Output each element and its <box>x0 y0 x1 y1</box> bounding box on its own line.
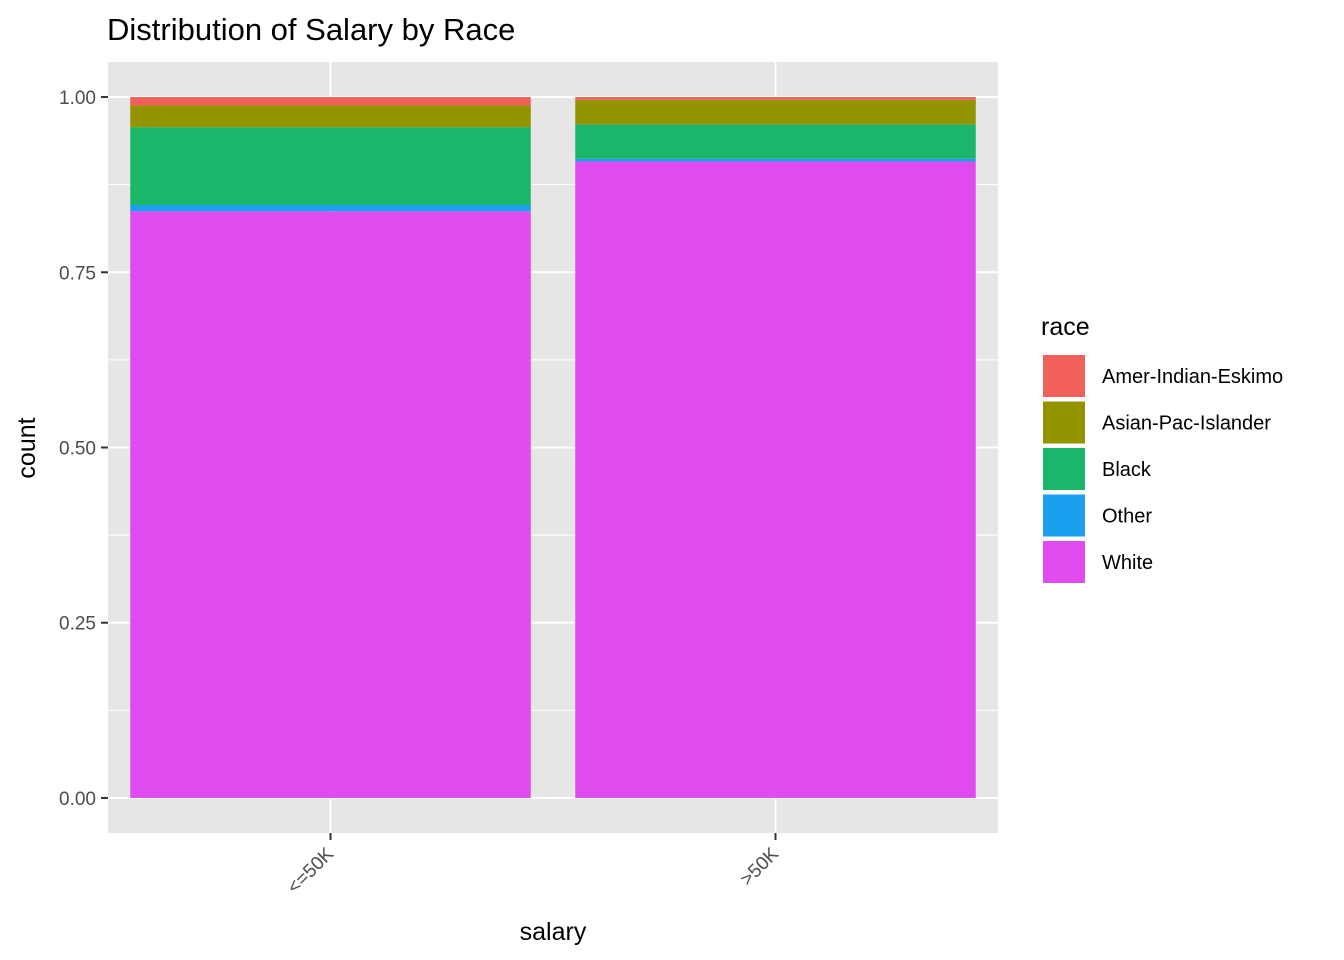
bar-segment-asian-pac-islander <box>575 99 976 125</box>
bar-segment-black <box>130 127 531 205</box>
chart-title: Distribution of Salary by Race <box>107 12 515 47</box>
y-tick-label: 0.50 <box>59 439 96 460</box>
bar-segment-amer-indian-eskimo <box>130 97 531 106</box>
legend-key-black <box>1041 446 1087 492</box>
legend-label-amer-indian-eskimo: Amer-Indian-Eskimo <box>1102 366 1283 388</box>
legend-key-amer-indian-eskimo <box>1041 353 1087 399</box>
y-tick-label: 1.00 <box>59 88 96 109</box>
y-tick-label: 0.25 <box>59 614 96 635</box>
y-axis: 0.00 0.25 0.50 0.75 1.00 <box>59 88 108 810</box>
legend-title: race <box>1041 313 1090 341</box>
legend-label-asian-pac-islander: Asian-Pac-Islander <box>1102 413 1271 435</box>
bar-segment-black <box>575 124 976 159</box>
x-tick-label: >50K <box>736 843 783 890</box>
y-tick-label: 0.00 <box>59 789 96 810</box>
bars <box>130 97 976 798</box>
bar-segment-other <box>130 204 531 212</box>
bar-segment-white <box>575 161 976 798</box>
legend-label-white: White <box>1102 552 1153 574</box>
y-axis-title: count <box>13 417 41 478</box>
y-tick-label: 0.75 <box>59 263 96 284</box>
bar-segment-amer-indian-eskimo <box>575 97 976 100</box>
legend-label-other: Other <box>1102 506 1152 528</box>
legend: race Amer-Indian-Eskimo Asian-Pac-Islande… <box>1041 313 1283 585</box>
legend-key-white <box>1041 539 1087 585</box>
legend-label-black: Black <box>1102 459 1152 481</box>
x-axis: <=50K >50K <box>284 833 783 898</box>
bar-segment-asian-pac-islander <box>130 105 531 128</box>
legend-key-other <box>1041 492 1087 539</box>
legend-key-asian-pac-islander <box>1041 399 1087 446</box>
bar-segment-white <box>130 211 531 798</box>
x-axis-title: salary <box>520 918 587 946</box>
x-tick-label: <=50K <box>284 843 339 898</box>
bar-segment-other <box>575 158 976 162</box>
